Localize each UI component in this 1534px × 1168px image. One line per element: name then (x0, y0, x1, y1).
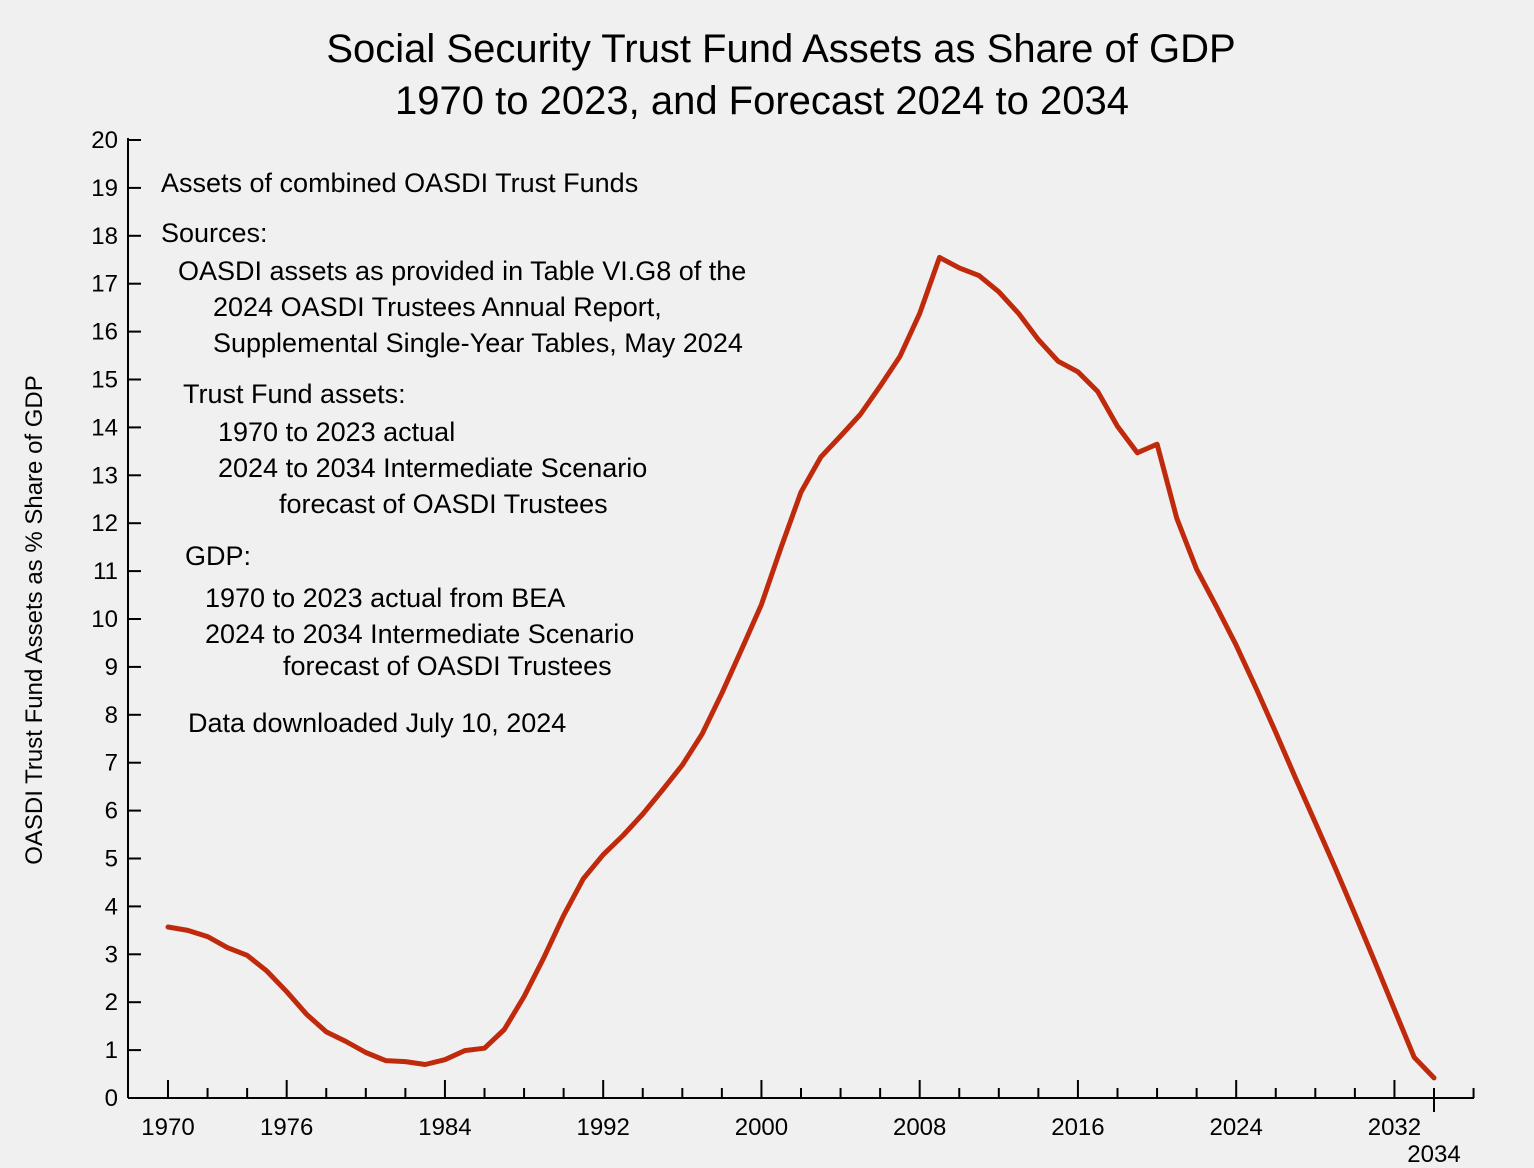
y-tick-label: 13 (91, 462, 118, 489)
annotation-line: Assets of combined OASDI Trust Funds (161, 168, 638, 198)
y-tick-label: 19 (91, 175, 118, 202)
y-tick-label: 3 (105, 941, 118, 968)
annotation-line: Supplemental Single-Year Tables, May 202… (213, 328, 743, 358)
x-tick-label: 2032 (1368, 1114, 1421, 1141)
annotation-line: OASDI assets as provided in Table VI.G8 … (178, 256, 746, 286)
x-tick-label: 2024 (1209, 1114, 1262, 1141)
y-tick-label: 15 (91, 367, 118, 394)
y-axis-label: OASDI Trust Fund Assets as % Share of GD… (21, 375, 48, 865)
y-tick-label: 20 (91, 127, 118, 154)
y-tick-label: 8 (105, 702, 118, 729)
chart-subtitle: 1970 to 2023, and Forecast 2024 to 2034 (395, 79, 1129, 123)
annotation-line: Sources: (161, 218, 268, 248)
x-tick-label: 1976 (260, 1114, 313, 1141)
y-tick-label: 5 (105, 846, 118, 873)
y-tick-label: 4 (105, 893, 118, 920)
x-tick-label: 1992 (576, 1114, 629, 1141)
annotation-line: 2024 to 2034 Intermediate Scenario (205, 619, 634, 649)
annotation-line: forecast of OASDI Trustees (279, 489, 608, 519)
y-tick-label: 18 (91, 223, 118, 250)
x-tick-label: 2034 (1407, 1141, 1460, 1168)
chart-title: Social Security Trust Fund Assets as Sha… (326, 27, 1235, 71)
annotation-line: 1970 to 2023 actual (218, 417, 455, 447)
y-tick-label: 14 (91, 414, 118, 441)
y-tick-label: 12 (91, 510, 118, 537)
y-tick-label: 10 (91, 606, 118, 633)
x-tick-label: 2000 (735, 1114, 788, 1141)
y-tick-label: 6 (105, 798, 118, 825)
y-tick-label: 16 (91, 319, 118, 346)
y-tick-label: 0 (105, 1085, 118, 1112)
annotations: Assets of combined OASDI Trust Funds Sou… (161, 168, 746, 738)
annotation-line: 1970 to 2023 actual from BEA (205, 583, 565, 613)
x-tick-label: 1984 (418, 1114, 471, 1141)
annotation-line: 2024 to 2034 Intermediate Scenario (218, 453, 647, 483)
y-tick-label: 17 (91, 271, 118, 298)
annotation-line: Trust Fund assets: (183, 379, 406, 409)
series (165, 254, 1437, 1081)
annotation-line: 2024 OASDI Trustees Annual Report, (213, 292, 662, 322)
x-tick-label: 2008 (893, 1114, 946, 1141)
y-tick-label: 1 (105, 1037, 118, 1064)
y-tick-label: 2 (105, 989, 118, 1016)
annotation-line: Data downloaded July 10, 2024 (188, 708, 566, 738)
y-tick-label: 9 (105, 654, 118, 681)
y-tick-label: 11 (93, 558, 118, 585)
x-tick-label: 2016 (1051, 1114, 1104, 1141)
annotation-line: forecast of OASDI Trustees (283, 651, 612, 681)
x-tick-label: 1970 (141, 1114, 194, 1141)
series-line (165, 254, 1437, 1081)
annotation-line: GDP: (185, 541, 251, 571)
y-tick-label: 7 (105, 750, 118, 777)
